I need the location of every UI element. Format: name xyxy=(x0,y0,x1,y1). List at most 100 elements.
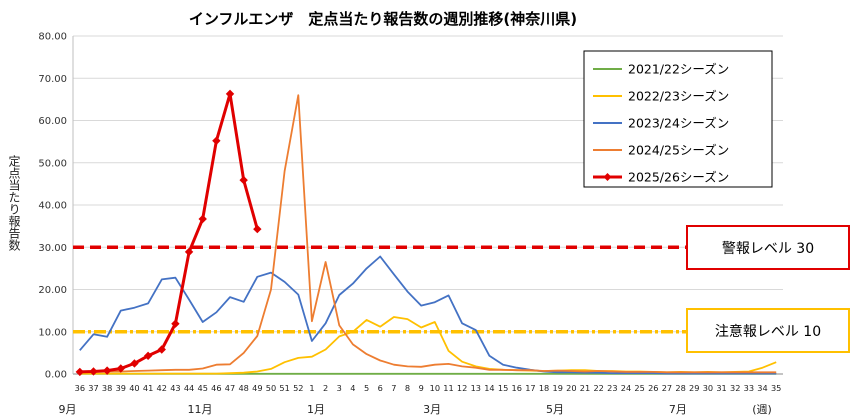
x-tick-label: 3 xyxy=(337,383,342,393)
x-tick-label: 47 xyxy=(225,383,235,393)
x-tick-label: 39 xyxy=(116,383,126,393)
x-tick-label: 10 xyxy=(430,383,440,393)
y-axis-ticks: 0.00 10.00 20.00 30.00 40.00 50.00 60.00 70.00 8… xyxy=(38,32,67,381)
data-point xyxy=(102,366,112,375)
legend-label: 2024/25シーズン xyxy=(628,143,729,158)
data-point xyxy=(184,247,194,257)
x-tick-label: 4 xyxy=(350,383,355,393)
x-tick-label: 23 xyxy=(607,383,617,393)
data-point xyxy=(198,214,207,224)
x-tick-label: 18 xyxy=(539,383,549,393)
data-point xyxy=(225,89,235,99)
month-label: 11月 xyxy=(187,403,212,416)
x-tick-label: 43 xyxy=(170,383,180,393)
series-line-3 xyxy=(79,94,777,374)
x-tick-label: 32 xyxy=(730,383,740,393)
x-tick-label: 20 xyxy=(566,383,576,393)
x-tick-label: 45 xyxy=(198,383,208,393)
x-tick-label: 27 xyxy=(662,383,672,393)
series-line-2 xyxy=(79,255,777,375)
y-tick-label: 10.00 xyxy=(38,327,67,338)
x-tick-label: 49 xyxy=(252,383,262,393)
x-tick-label: 7 xyxy=(391,383,396,393)
x-tick-label: 50 xyxy=(266,383,276,393)
x-tick-label: 37 xyxy=(88,383,98,393)
data-point xyxy=(157,345,166,354)
alarm-level-label: 警報レベル 30 xyxy=(722,241,814,257)
x-tick-label: 12 xyxy=(457,383,467,393)
chart-title: インフルエンザ 定点当たり報告数の週別推移(神奈川県) xyxy=(189,10,577,28)
data-point xyxy=(130,359,139,368)
x-tick-label: 24 xyxy=(621,383,631,393)
legend-label: 2022/23シーズン xyxy=(628,89,729,104)
month-label: 5月 xyxy=(546,403,564,416)
data-point xyxy=(212,136,221,145)
x-tick-label: 14 xyxy=(484,383,494,393)
month-label: 9月 xyxy=(59,403,77,416)
x-tick-label: 35 xyxy=(771,383,781,393)
x-tick-label: 33 xyxy=(744,383,754,393)
month-label: 1月 xyxy=(307,403,325,416)
annotations: 警報レベル 30 注意報レベル 10 xyxy=(686,225,850,353)
x-tick-label: 44 xyxy=(184,383,194,393)
data-point xyxy=(171,319,180,328)
y-axis-label: 定点当たり報告数 xyxy=(7,154,21,252)
x-tick-label: 2 xyxy=(323,383,328,393)
x-tick-label: 19 xyxy=(553,383,563,393)
x-tick-label: 9 xyxy=(419,383,424,393)
data-point xyxy=(116,364,125,373)
x-tick-label: 31 xyxy=(716,383,726,393)
x-tick-label: 15 xyxy=(498,383,508,393)
x-tick-label: 8 xyxy=(405,383,410,393)
data-point xyxy=(75,367,85,377)
x-axis-unit: (週) xyxy=(752,403,772,416)
x-tick-label: 29 xyxy=(689,383,699,393)
data-point xyxy=(253,224,262,234)
x-tick-label: 6 xyxy=(378,383,383,393)
y-tick-label: 60.00 xyxy=(38,116,67,127)
data-point xyxy=(239,175,248,185)
legend: 2021/22シーズン 2022/23シーズン 2023/24シーズン 2024/25… xyxy=(583,50,773,188)
y-tick-label: 50.00 xyxy=(38,158,67,169)
x-tick-label: 34 xyxy=(757,383,767,393)
x-tick-label: 28 xyxy=(675,383,685,393)
data-point xyxy=(89,367,98,376)
x-tick-label: 13 xyxy=(471,383,481,393)
legend-label: 2023/24シーズン xyxy=(628,116,729,131)
legend-label: 2025/26シーズン xyxy=(628,170,729,185)
x-tick-label: 38 xyxy=(102,383,112,393)
y-tick-label: 70.00 xyxy=(38,74,67,85)
legend-label: 2021/22シーズン xyxy=(628,62,729,77)
warning-level-box xyxy=(686,308,850,353)
data-point xyxy=(143,351,153,361)
x-tick-label: 30 xyxy=(703,383,713,393)
series-layer xyxy=(75,89,777,377)
x-tick-label: 52 xyxy=(293,383,303,393)
month-label: 7月 xyxy=(669,403,687,416)
legend-box xyxy=(583,50,773,188)
x-tick-label: 16 xyxy=(512,383,522,393)
reference-lines xyxy=(73,245,686,334)
x-tick-label: 51 xyxy=(279,383,289,393)
x-tick-label: 25 xyxy=(634,383,644,393)
x-tick-label: 36 xyxy=(75,383,85,393)
x-tick-label: 40 xyxy=(129,383,139,393)
x-tick-label: 48 xyxy=(238,383,248,393)
x-axis: 36 37 38 39 40 41 42 43 44 45 46 47 48 49 50 51 52 1 2 3 4 5 6… xyxy=(59,383,782,416)
x-tick-label: 26 xyxy=(648,383,658,393)
x-tick-label: 41 xyxy=(143,383,153,393)
y-axis-title: 定点当たり報告数 xyxy=(7,154,21,252)
month-label: 3月 xyxy=(423,403,441,416)
x-tick-label: 17 xyxy=(525,383,535,393)
x-tick-label: 46 xyxy=(211,383,221,393)
legend-marker xyxy=(603,173,612,181)
x-tick-label: 1 xyxy=(309,383,314,393)
y-tick-label: 30.00 xyxy=(38,243,67,254)
x-tick-label: 5 xyxy=(364,383,369,393)
x-tick-label: 22 xyxy=(593,383,603,393)
x-tick-label: 21 xyxy=(580,383,590,393)
y-tick-label: 40.00 xyxy=(38,201,67,212)
x-tick-label: 11 xyxy=(443,383,453,393)
y-tick-label: 20.00 xyxy=(38,285,67,296)
